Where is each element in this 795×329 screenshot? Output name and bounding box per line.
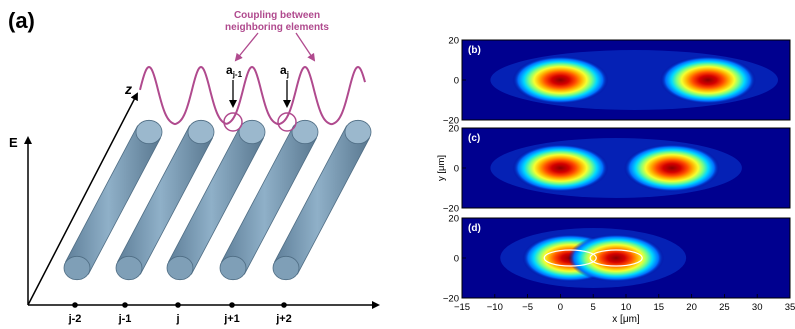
y-tick-label: −20 [443,204,459,215]
coupling-label-line1: Coupling between [234,10,320,21]
e-axis-label: E [9,135,18,150]
coupling-circle-right [277,112,297,132]
mode-contour [589,249,643,267]
y-tick-label: −20 [443,116,459,127]
panel-label: (b) [468,45,481,56]
waveguide [166,119,266,281]
x-tick-label: 10 [621,302,632,313]
waveguide [63,119,163,281]
position-label: j-1 [118,313,132,325]
position-markers: j-2 j-1 j j+1 j+2 [68,302,292,325]
x-tick-label: 5 [591,302,596,313]
mode-contour [543,249,597,267]
x-tick-label: 15 [654,302,665,313]
coupling-arrow-right [295,32,316,62]
x-tick-label: 25 [719,302,730,313]
position-tick [122,302,128,308]
y-axis-label: y [μm] [436,155,447,181]
position-tick [281,302,287,308]
panel-a: (a) z E Coupling between neighboring ele… [8,8,380,325]
y-tick-label: 20 [448,214,459,225]
position-label: j+2 [275,313,292,325]
coupling-arrow-left [234,32,259,62]
x-tick-label: −10 [487,302,503,313]
x-axis-label: x [μm] [612,314,640,325]
y-tick-label: 0 [454,254,459,265]
x-tick-label: 0 [558,302,563,313]
position-tick [72,302,78,308]
x-tick-label: 20 [686,302,697,313]
x-tick-label: −5 [522,302,533,313]
coupling-circle-left [223,112,243,132]
mode-spot [512,56,609,104]
waveguide [219,119,319,281]
x-tick-label: 30 [752,302,763,313]
x-tick-label: 35 [785,302,795,313]
position-tick [229,302,235,308]
waveguide [272,119,372,281]
mode-spot [623,144,720,192]
amplitude-a-j: aj [280,63,289,79]
heatmap-panel: (c) 20 0 −20 y [μm] [436,124,791,215]
position-label: j+1 [223,313,240,325]
panel-label: (c) [468,133,480,144]
mode-spot [568,234,665,282]
mode-spot [660,56,756,104]
waveguide-array [63,119,372,281]
z-axis-label: z [124,81,132,97]
heatmap-panel: (b) 20 0 −20 [443,36,791,127]
position-label: j [175,313,179,325]
position-tick [175,302,181,308]
mode-spot [512,144,609,192]
waveguide [115,119,215,281]
amplitude-a-jminus1: aj-1 [226,63,243,79]
mode-profile-curve [139,65,366,126]
z-axis [27,92,138,306]
y-tick-label: 0 [454,164,459,175]
y-tick-label: 20 [448,124,459,135]
x-tick-label: −15 [454,302,470,313]
heatmap-panel: (d) 20 0 −20−15 −10 −5 0 5 10 15 20 25 30 35 x [μm] [443,214,795,326]
coupling-label-line2: neighboring elements [225,22,329,33]
y-tick-label: 20 [448,36,459,47]
y-tick-label: −20 [443,294,459,305]
panel-a-label: (a) [8,8,35,33]
panel-label: (d) [468,223,481,234]
field-panels: (b)200−20(c)200−20y [μm](d)200−20−15 −10−… [436,36,795,326]
y-tick-label: 0 [454,76,459,87]
position-label: j-2 [68,313,82,325]
